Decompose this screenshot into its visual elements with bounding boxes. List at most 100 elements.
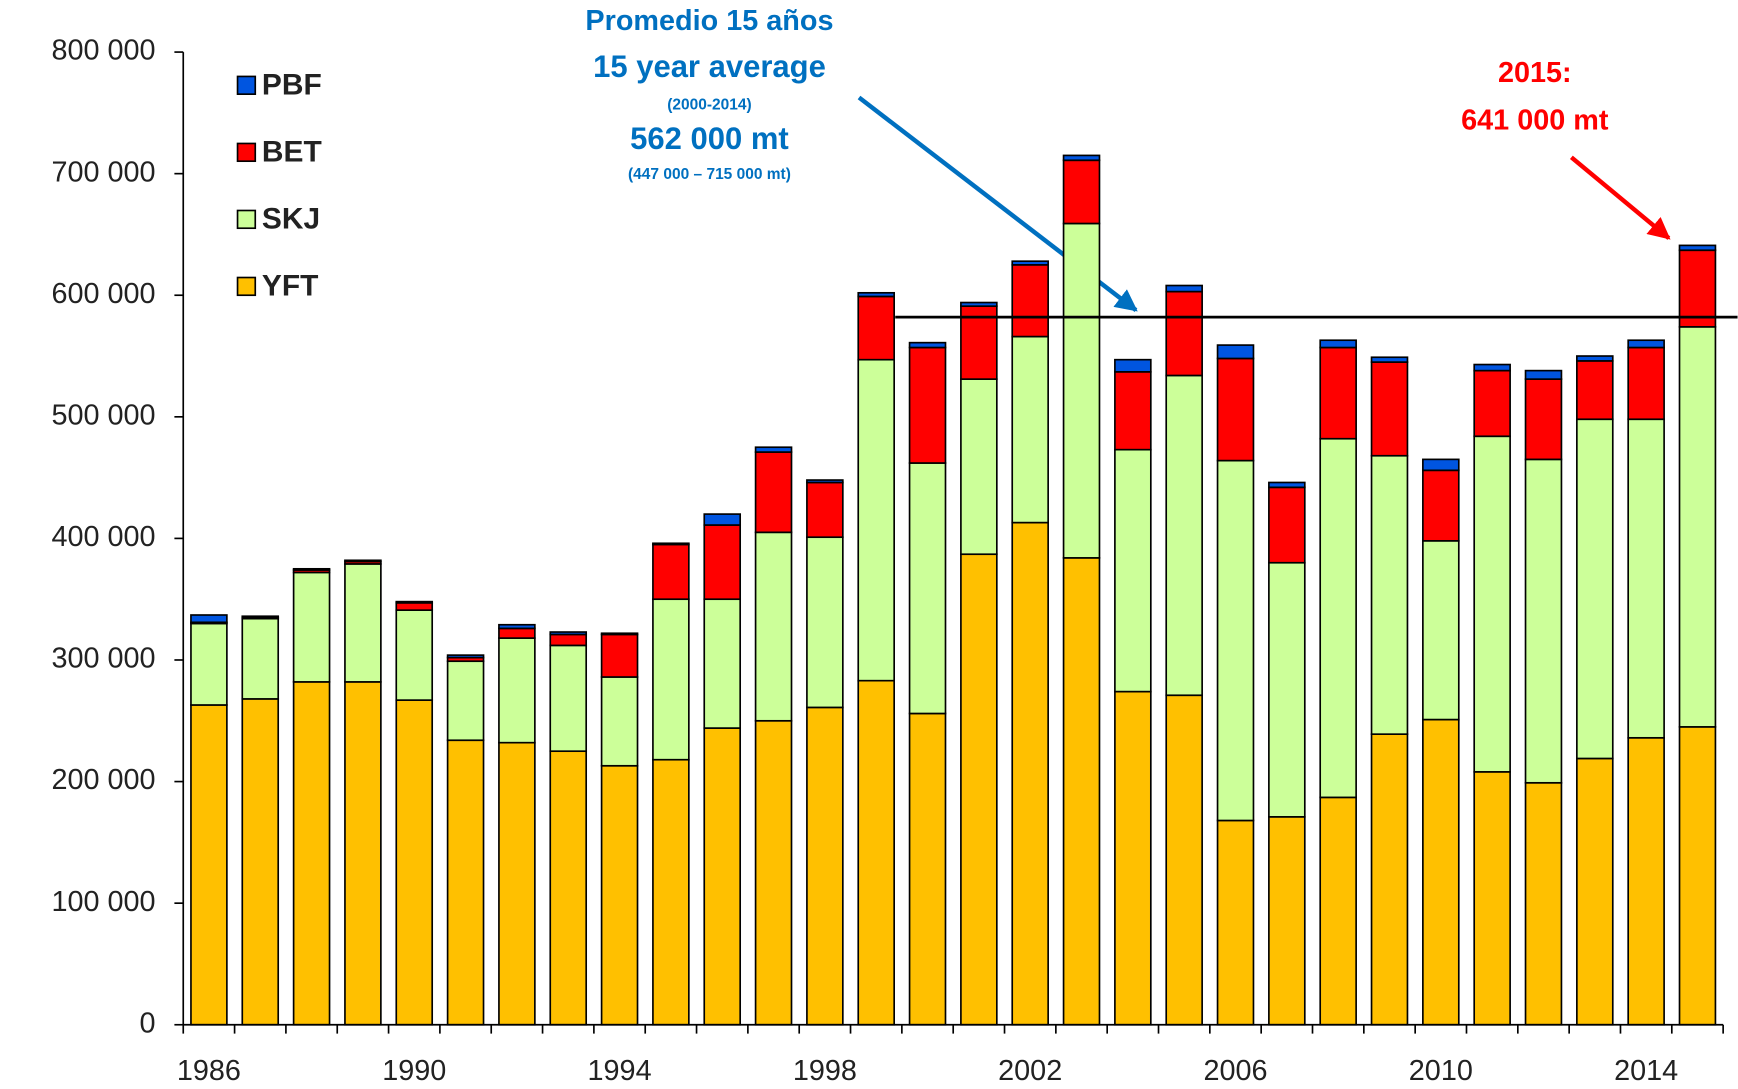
- bar-segment: [600, 633, 639, 678]
- bar-segment: [1268, 561, 1306, 818]
- bar-segment: [600, 764, 639, 1026]
- bar-segment: [1678, 249, 1717, 328]
- bar-segment: [1114, 358, 1152, 373]
- bar-segment: [1370, 454, 1409, 735]
- bar-segment: [1627, 339, 1665, 349]
- bar-segment: [1319, 346, 1357, 440]
- bar-segment: [754, 531, 793, 722]
- bar-segment: [549, 631, 588, 636]
- bar-segment: [190, 622, 228, 706]
- x-tick-label: 1986: [177, 1055, 241, 1087]
- legend-label: PBF: [262, 68, 322, 101]
- bar-segment: [1473, 369, 1511, 438]
- bar-segment: [498, 627, 536, 639]
- bar-segment: [1011, 264, 1049, 338]
- x-tick-label: 2002: [998, 1055, 1062, 1087]
- bar-segment: [1473, 435, 1511, 773]
- bar-segment: [1627, 418, 1665, 739]
- bar-segment: [1216, 344, 1255, 360]
- bar-segment: [292, 567, 331, 571]
- bar-segment: [806, 706, 844, 1026]
- bar-segment: [1062, 222, 1101, 559]
- legend-swatch: [236, 209, 257, 230]
- bar-segment: [446, 739, 485, 1026]
- annotation: (447 000 – 715 000 mt): [628, 166, 791, 183]
- bar-segment: [652, 598, 690, 761]
- bar-segment: [1422, 718, 1460, 1026]
- bar-segment: [549, 633, 588, 647]
- bar-segment: [857, 679, 895, 1026]
- bar-segment: [446, 660, 485, 742]
- bar-segment: [498, 637, 536, 744]
- annotation: 641 000 mt: [1461, 104, 1609, 136]
- bar-segment: [908, 341, 947, 349]
- bar-segment: [292, 571, 331, 683]
- bar-segment: [395, 609, 434, 701]
- bar-segment: [703, 513, 742, 526]
- bar-segment: [1422, 469, 1460, 542]
- bar-segment: [1370, 356, 1409, 363]
- legend-label: YFT: [262, 269, 318, 302]
- x-tick-label: 1990: [382, 1055, 446, 1087]
- bar-segment: [1216, 357, 1255, 462]
- bar-segment: [1062, 159, 1101, 225]
- bar-segment: [1576, 757, 1614, 1026]
- bar-segment: [1216, 459, 1255, 822]
- bar-segment: [1216, 819, 1255, 1026]
- bar-segment: [1473, 363, 1511, 372]
- bar-segment: [1062, 154, 1101, 162]
- bar-segment: [1422, 458, 1460, 472]
- bar-segment: [241, 617, 280, 700]
- bar-segment: [1114, 690, 1152, 1026]
- bar-segment: [395, 600, 434, 604]
- bar-segment: [1114, 448, 1152, 693]
- bar-segment: [908, 712, 947, 1026]
- x-tick-label: 1998: [793, 1055, 857, 1087]
- bar-segment: [1268, 816, 1306, 1026]
- bar-segment: [1319, 437, 1357, 799]
- bar-segment: [960, 301, 998, 308]
- bar-segment: [1011, 335, 1049, 524]
- bar-segment: [806, 479, 844, 484]
- bar-segment: [857, 358, 895, 682]
- bar-segment: [498, 741, 536, 1026]
- legend-label: SKJ: [262, 202, 320, 235]
- bar-segment: [806, 536, 844, 709]
- bar-segment: [1473, 771, 1511, 1026]
- bar-segment: [1114, 371, 1152, 451]
- bar-segment: [1165, 290, 1203, 377]
- bar-segment: [1576, 355, 1614, 362]
- bar-segment: [1524, 378, 1563, 461]
- legend-label: BET: [262, 135, 322, 168]
- bar-segment: [1011, 260, 1049, 266]
- bar-segment: [446, 654, 485, 659]
- bar-segment: [395, 699, 434, 1026]
- bar-segment: [344, 681, 382, 1026]
- bar-segment: [1524, 369, 1563, 380]
- bar-segment: [241, 615, 280, 619]
- bar-segment: [1268, 481, 1306, 489]
- bar-segment: [600, 676, 639, 767]
- arrow-2015: [1569, 155, 1671, 240]
- legend-swatch: [236, 276, 257, 297]
- bar-segment: [549, 644, 588, 753]
- annotation: (2000-2014): [667, 96, 751, 113]
- bar-segment: [1678, 326, 1717, 728]
- x-tick-label: 1994: [588, 1055, 652, 1087]
- y-tick-label: 400 000: [51, 521, 155, 553]
- bar-segment: [1678, 726, 1717, 1026]
- legend-swatch: [236, 142, 257, 163]
- bar-segment: [754, 719, 793, 1026]
- bar-segment: [1165, 284, 1203, 293]
- y-tick-label: 300 000: [51, 643, 155, 675]
- bar-segment: [292, 681, 331, 1026]
- annotation: Promedio 15 años: [585, 5, 833, 37]
- bar-segment: [600, 632, 639, 636]
- bar-segment: [1576, 360, 1614, 421]
- bar-segment: [1319, 339, 1357, 349]
- y-tick-label: 800 000: [51, 35, 155, 67]
- bar-segment: [703, 598, 742, 729]
- bar-segment: [1576, 418, 1614, 760]
- legend-swatch: [236, 75, 257, 95]
